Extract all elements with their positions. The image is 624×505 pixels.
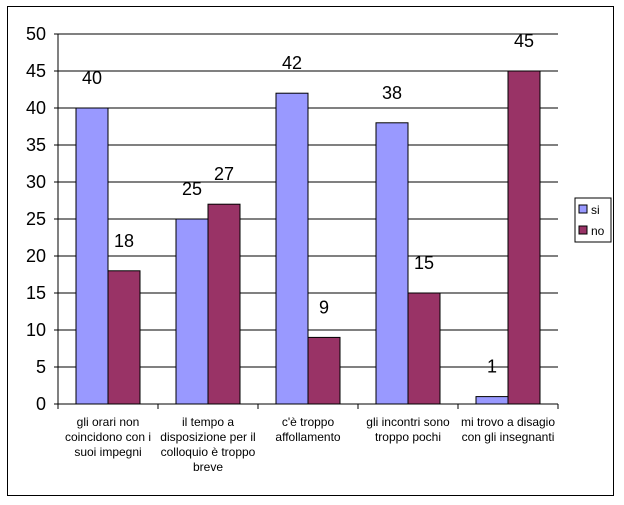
bar-no — [107, 270, 141, 405]
legend-label-si: si — [591, 203, 600, 217]
bar-si — [275, 92, 309, 405]
category-label-line: suoi impegni — [74, 445, 141, 459]
y-tick-label: 50 — [26, 24, 46, 44]
data-label: 38 — [382, 83, 402, 103]
legend-label-no: no — [591, 224, 605, 238]
legend-swatch-si — [578, 204, 588, 214]
category-label-line: gli orari non — [77, 415, 140, 429]
bar-si — [175, 218, 209, 405]
y-tick-label: 35 — [26, 135, 46, 155]
category-label-line: breve — [193, 460, 223, 474]
legend-swatch-no — [578, 225, 588, 235]
category-label: il tempo a disposizione per il colloquio è… — [160, 415, 255, 474]
bar-si — [475, 396, 509, 405]
category-label: gli orari non coincidono con i suoi impegn… — [65, 415, 151, 459]
category-label: c'è troppo affollamento — [275, 415, 340, 444]
bar-no — [207, 203, 241, 405]
data-label: 1 — [487, 357, 497, 377]
category-label-line: il tempo a — [182, 415, 234, 429]
category-label-line: troppo pochi — [375, 430, 441, 444]
data-label: 40 — [82, 68, 102, 88]
category-label: mi trovo a disagio con gli insegnanti — [461, 415, 555, 444]
bar-si — [375, 122, 409, 405]
y-tick-label: 15 — [26, 283, 46, 303]
bar-no — [307, 336, 341, 405]
bar-no — [407, 292, 441, 405]
data-label: 45 — [514, 31, 534, 51]
data-label: 42 — [282, 53, 302, 73]
data-label: 27 — [214, 164, 234, 184]
category-label-line: con gli insegnanti — [462, 430, 555, 444]
category-label-line: gli incontri sono — [366, 415, 450, 429]
category-label-line: affollamento — [275, 430, 340, 444]
y-tick-label: 0 — [36, 394, 46, 414]
y-tick-label: 45 — [26, 61, 46, 81]
category-label: gli incontri sono troppo pochi — [366, 415, 450, 444]
data-label: 9 — [319, 297, 329, 317]
category-label-line: coincidono con i — [65, 430, 151, 444]
y-tick-label: 30 — [26, 172, 46, 192]
y-tick-label: 10 — [26, 320, 46, 340]
category-label-line: c'è troppo — [282, 415, 335, 429]
data-label: 18 — [114, 231, 134, 251]
category-label-line: colloquio è troppo — [161, 445, 256, 459]
bar-no — [507, 70, 541, 405]
y-tick-label: 40 — [26, 98, 46, 118]
y-tick-label: 5 — [36, 357, 46, 377]
category-label-line: mi trovo a disagio — [461, 415, 555, 429]
bar-si — [75, 107, 109, 405]
category-label-line: disposizione per il — [160, 430, 255, 444]
y-tick-label: 20 — [26, 246, 46, 266]
data-label: 25 — [182, 179, 202, 199]
data-label: 15 — [414, 253, 434, 273]
y-tick-label: 25 — [26, 209, 46, 229]
